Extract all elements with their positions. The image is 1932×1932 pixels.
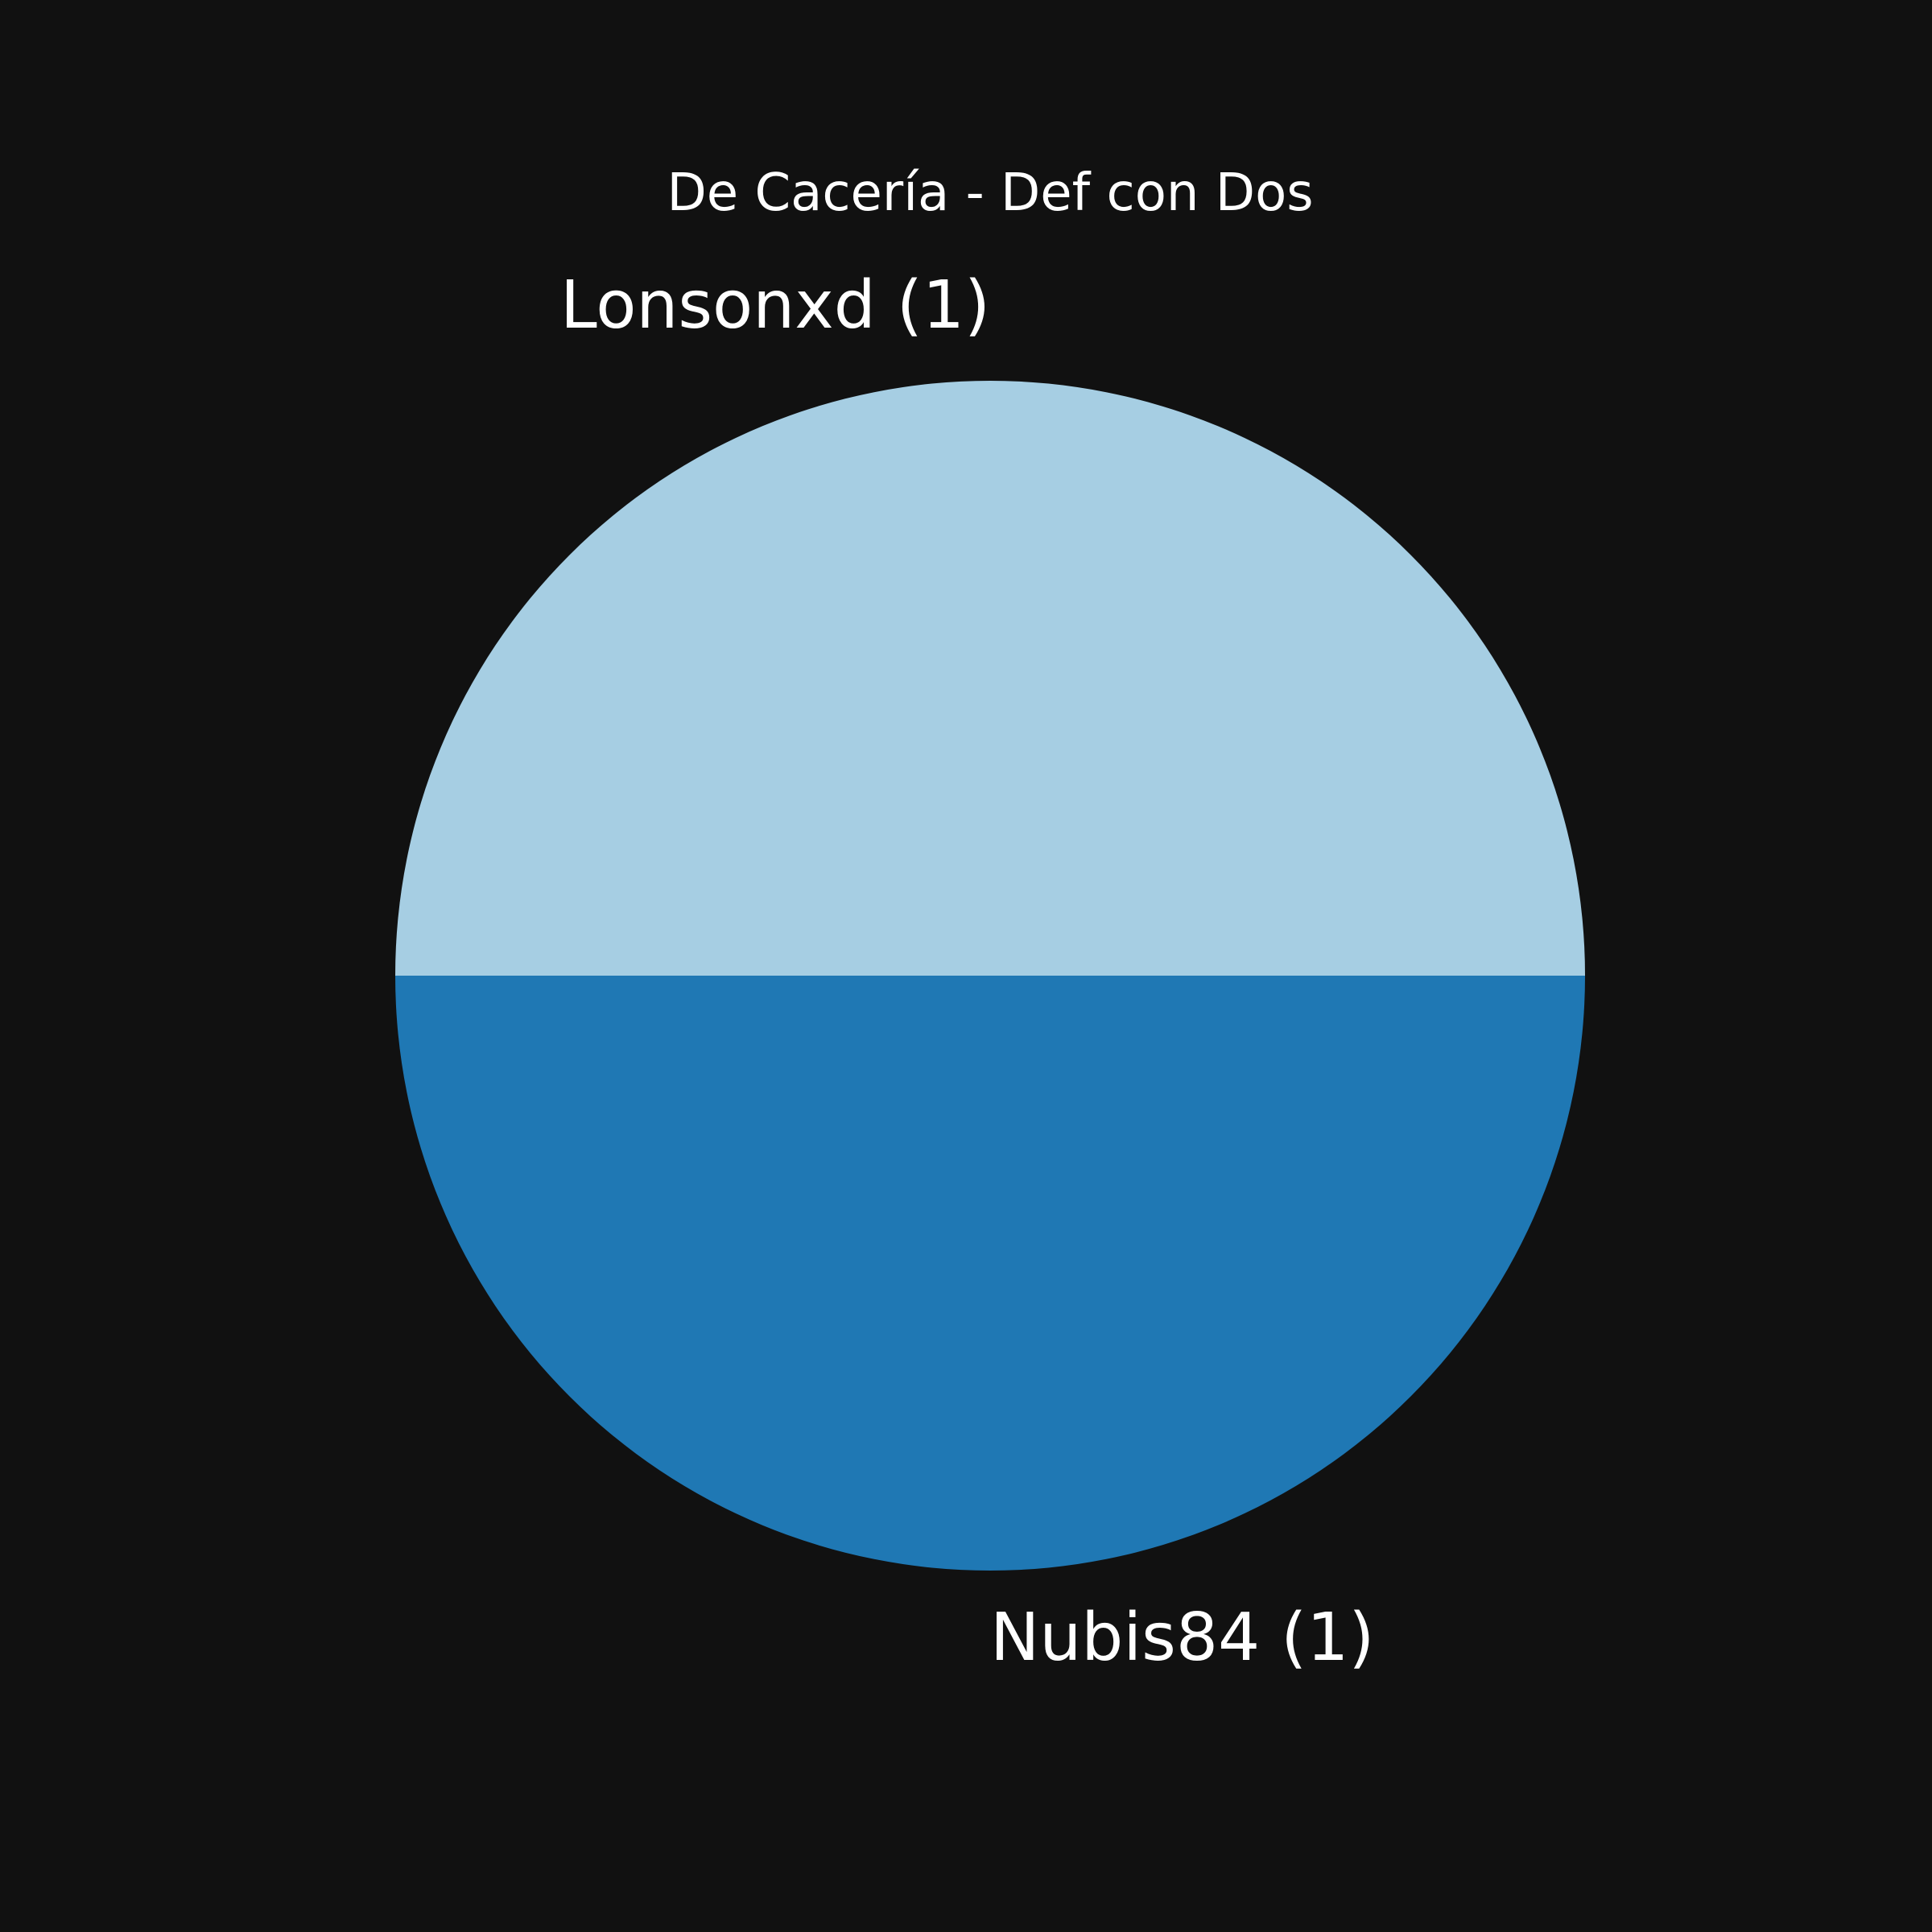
pie-slices <box>395 381 1585 1571</box>
pie-slice-1 <box>395 381 1585 976</box>
chart-title: De Cacería - Def con Dos <box>667 163 1313 223</box>
pie-slice-label-1: Lonsonxd (1) <box>560 267 990 344</box>
pie-slice-label-2: Nubis84 (1) <box>990 1600 1374 1676</box>
pie-slice-2 <box>395 976 1585 1571</box>
pie-labels: Lonsonxd (1) Nubis84 (1) <box>560 267 1374 1676</box>
